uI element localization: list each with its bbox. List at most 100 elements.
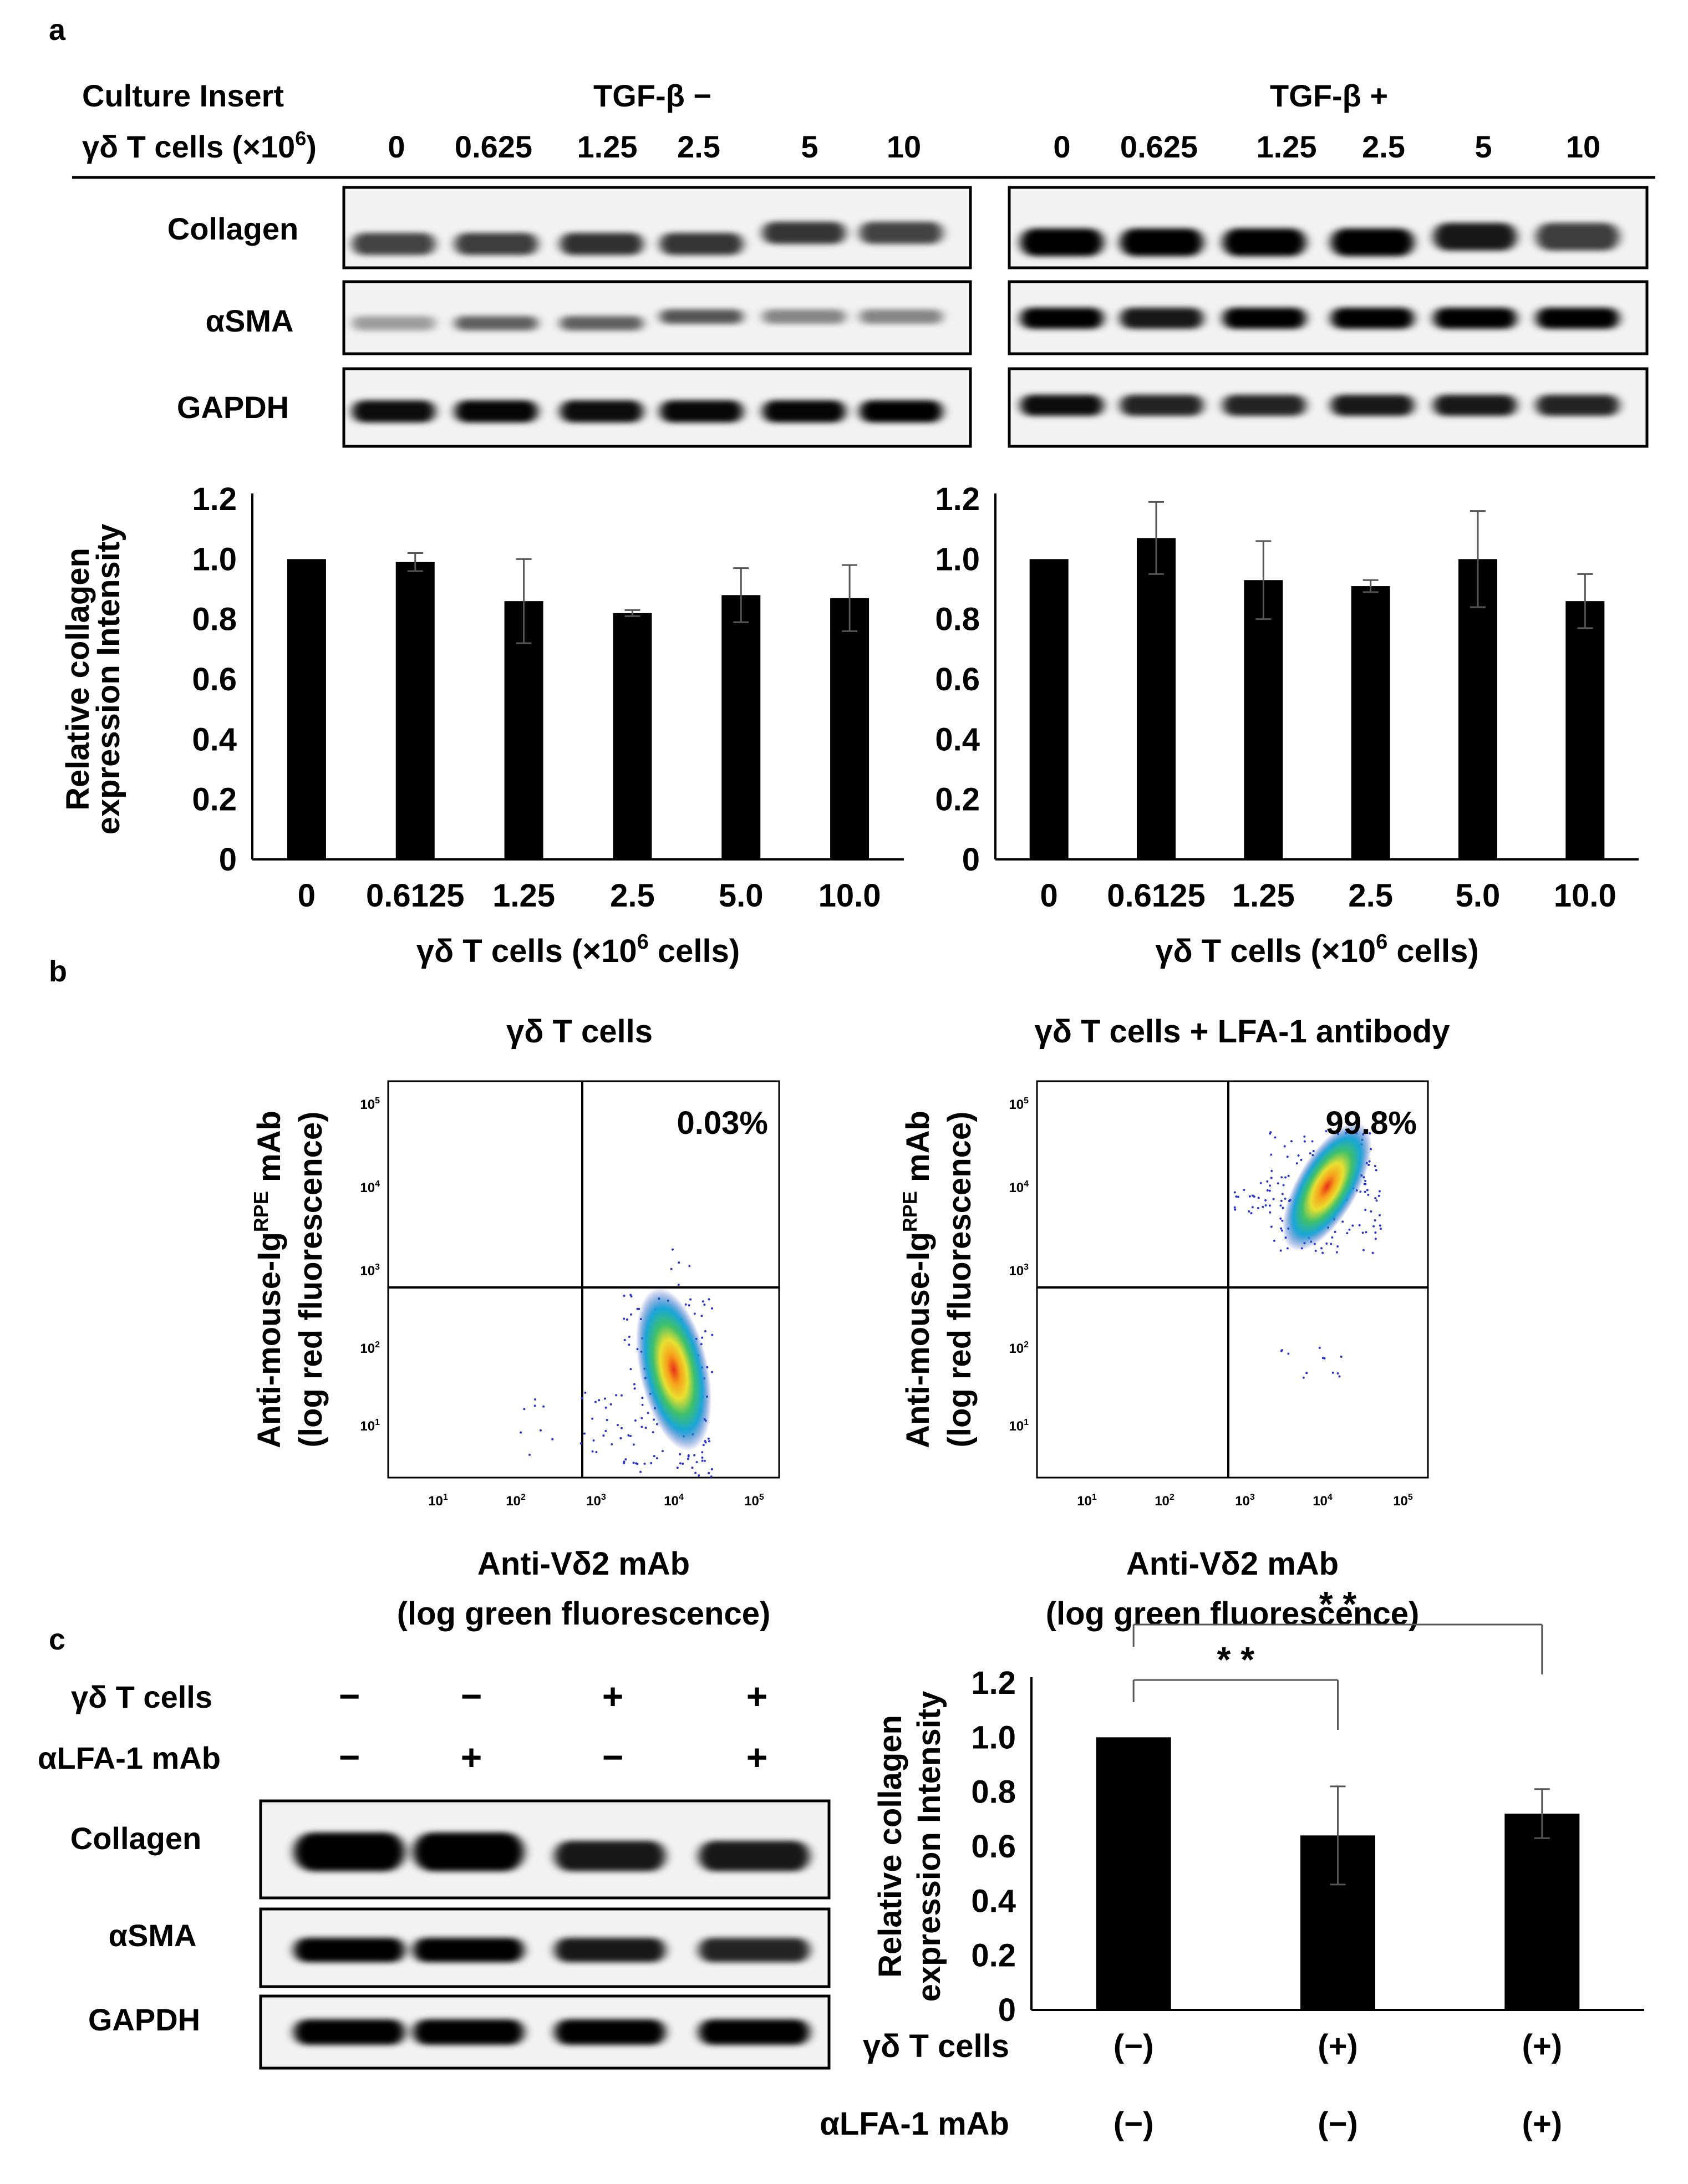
condition-sign: − xyxy=(461,1676,482,1717)
event-dot xyxy=(1280,1227,1283,1230)
y-tick-label: 0.4 xyxy=(192,721,237,757)
blot-label-collagen-c: Collagen xyxy=(70,1821,201,1856)
event-dot xyxy=(632,1462,635,1464)
event-dot xyxy=(1303,1140,1306,1143)
x-tick-label: (+) xyxy=(1318,2028,1358,2064)
event-dot xyxy=(1280,1350,1283,1352)
event-dot xyxy=(523,1408,526,1411)
y-tick-label: 103 xyxy=(360,1262,380,1279)
y-axis-label: Relative collagen xyxy=(872,1715,908,1978)
blot-gapdh-tgf-plus xyxy=(1008,367,1649,448)
blot-band xyxy=(455,400,538,422)
event-dot xyxy=(602,1434,605,1437)
event-dot xyxy=(653,1455,655,1458)
dose-label: 0 xyxy=(1053,129,1070,164)
event-dot xyxy=(1336,1245,1339,1248)
event-dot xyxy=(641,1397,644,1399)
x-tick-label: 0.6125 xyxy=(366,878,464,914)
y-tick-label: 1.0 xyxy=(935,541,980,577)
event-dot xyxy=(1279,1217,1282,1220)
event-dot xyxy=(655,1457,658,1460)
blot-band xyxy=(1536,395,1619,416)
blot-band xyxy=(1433,308,1517,329)
event-dot xyxy=(584,1391,587,1394)
event-dot xyxy=(1331,1371,1334,1374)
event-dot xyxy=(1274,1136,1277,1139)
event-dot xyxy=(1233,1191,1236,1194)
x-tick-label: 10.0 xyxy=(1554,878,1616,914)
event-dot xyxy=(1364,1190,1366,1193)
event-dot xyxy=(710,1475,713,1478)
blot-band xyxy=(660,309,743,324)
panel-a-blot-labels: Collagen αSMA GAPDH xyxy=(167,211,298,425)
event-dot xyxy=(711,1333,714,1336)
event-dot xyxy=(1336,1372,1339,1374)
y-axis-label: Anti-mouse-IgRPE mAb xyxy=(898,1111,936,1448)
y-tick-label: 0.8 xyxy=(935,602,980,638)
y-tick-label: 1.2 xyxy=(971,1665,1016,1701)
event-dot xyxy=(687,1458,689,1460)
blot-band xyxy=(860,222,943,244)
event-dot xyxy=(623,1338,626,1341)
event-dot xyxy=(702,1444,705,1447)
x-tick-label: 5.0 xyxy=(719,878,764,914)
event-dot xyxy=(1302,1376,1305,1379)
event-dot xyxy=(700,1315,703,1317)
event-dot xyxy=(533,1404,536,1407)
dose-label: 0.625 xyxy=(455,129,532,164)
blot-band xyxy=(1433,223,1517,251)
event-dot xyxy=(1318,1346,1321,1349)
condition-signs: − − + + − + − + xyxy=(339,1676,768,1778)
row-label: αLFA-1 mAb xyxy=(820,2106,1009,2142)
dose-label: 10 xyxy=(887,129,921,164)
y-tick-label: 0.4 xyxy=(971,1883,1016,1919)
y-tick-label: 0 xyxy=(998,1992,1016,2028)
condition-sign: − xyxy=(339,1676,360,1717)
blot-band xyxy=(1331,228,1414,256)
event-dot xyxy=(679,1462,682,1465)
blot-band xyxy=(699,1938,810,1962)
x-tick-label: 102 xyxy=(1155,1493,1175,1509)
bar xyxy=(287,559,326,859)
event-dot xyxy=(708,1440,710,1443)
event-dot xyxy=(542,1405,545,1408)
y-tick-label: 1.2 xyxy=(935,481,980,517)
panel-c-condition-table: γδ T cells αLFA-1 mAb − − + + − + − + xyxy=(38,1676,767,1778)
blot-band xyxy=(555,2019,665,2045)
event-dot xyxy=(583,1432,586,1435)
event-dot xyxy=(1290,1140,1293,1143)
event-dot xyxy=(591,1450,594,1453)
event-dot xyxy=(1282,1184,1285,1187)
y-axis-label: (log red fluorescence) xyxy=(293,1112,329,1448)
event-dot xyxy=(1362,1249,1365,1251)
row-label-gd-t-cells: γδ T cells xyxy=(71,1679,212,1714)
event-dot xyxy=(1364,1183,1367,1185)
event-dot xyxy=(1270,1177,1273,1179)
blot-band xyxy=(1536,308,1619,329)
event-dot xyxy=(1361,1231,1364,1234)
event-dot xyxy=(1286,1247,1289,1250)
event-dot xyxy=(640,1417,643,1419)
dose-label: 0.625 xyxy=(1120,129,1198,164)
blot-band xyxy=(560,233,643,255)
y-tick-label: 0.2 xyxy=(192,782,237,818)
event-dot xyxy=(687,1455,690,1458)
event-dot xyxy=(1359,1190,1362,1193)
dose-label: 1.25 xyxy=(1257,129,1317,164)
panel-a-western-blots xyxy=(342,186,1649,448)
blot-label-asma-c: αSMA xyxy=(109,1918,197,1953)
x-tick-label: 2.5 xyxy=(610,878,655,914)
flow-plot2-title: γδ T cells + LFA-1 antibody xyxy=(1034,1014,1450,1050)
event-dot xyxy=(694,1472,697,1474)
event-dot xyxy=(611,1443,613,1445)
row-label: γδ T cells xyxy=(863,2028,1009,2064)
event-dot xyxy=(1330,1243,1333,1245)
panel-label-b: b xyxy=(49,955,67,988)
event-dot xyxy=(708,1472,710,1474)
event-dot xyxy=(1374,1165,1376,1168)
y-tick-label: 1.0 xyxy=(971,1719,1016,1755)
blot-asma-tgf-minus xyxy=(342,280,972,355)
tgf-plus-label: TGF-β + xyxy=(1270,78,1388,113)
x-tick-label: 103 xyxy=(1235,1493,1255,1509)
dose-label: 5 xyxy=(801,129,818,164)
